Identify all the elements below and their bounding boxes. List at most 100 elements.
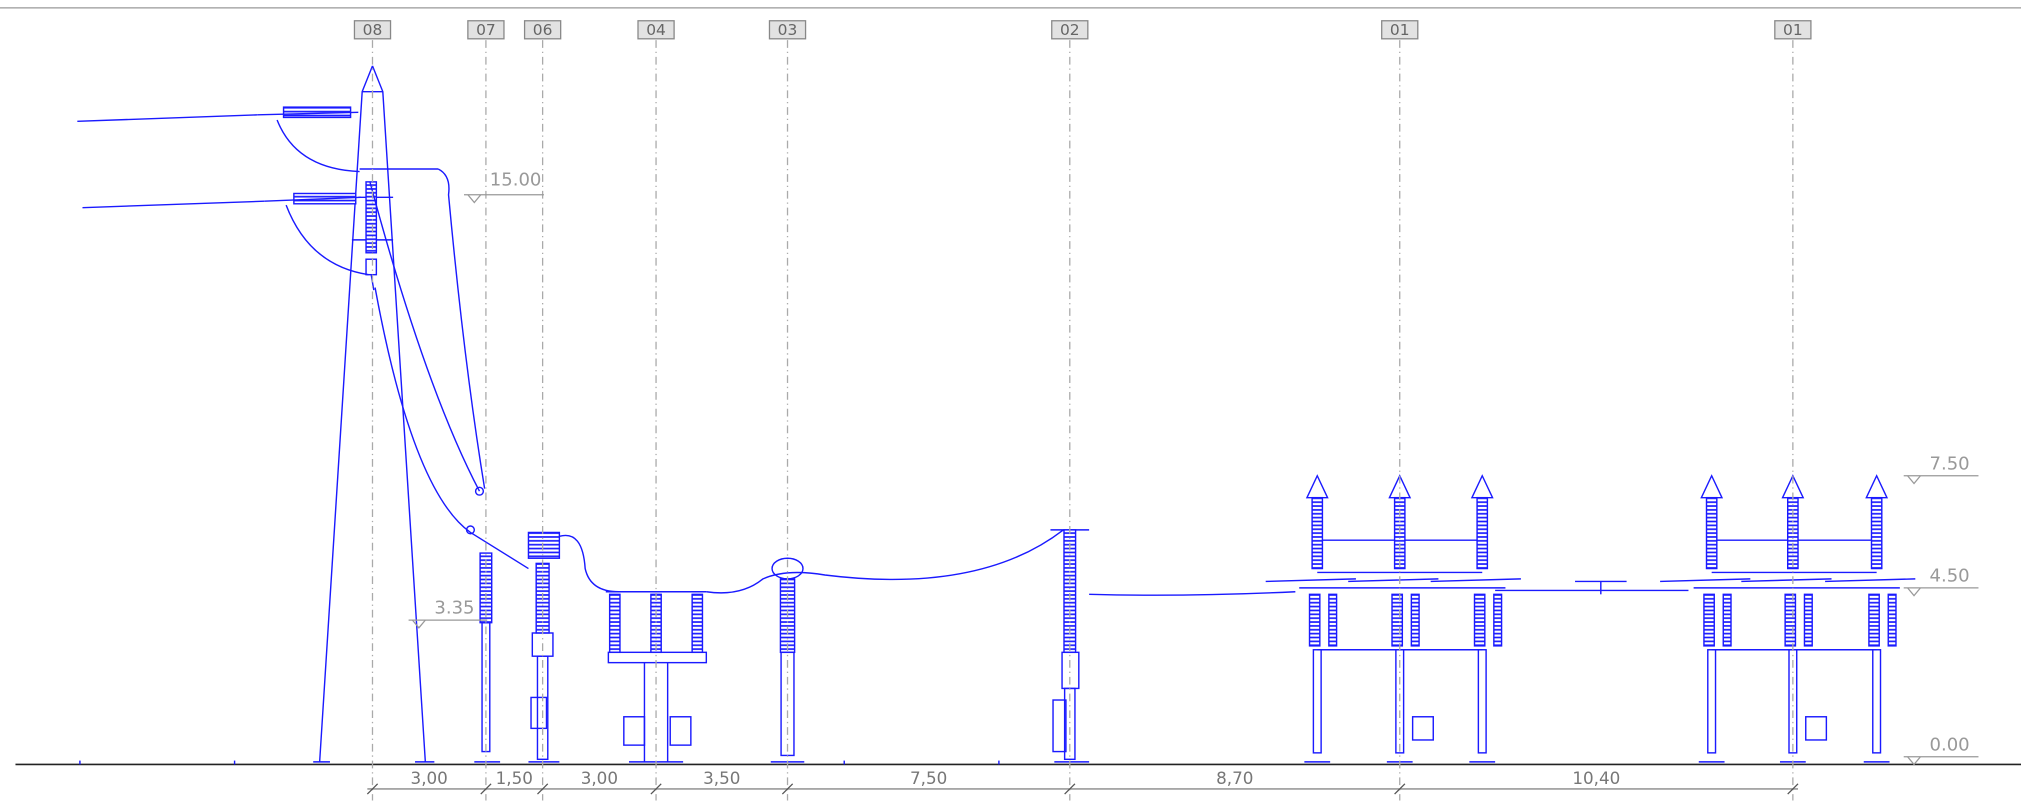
level-triangle — [411, 619, 426, 629]
dimension-label: 10,40 — [1572, 768, 1620, 788]
line — [1265, 578, 1356, 583]
axis-label: 06 — [533, 21, 553, 39]
part — [1705, 496, 1718, 570]
dimension-tick — [1787, 783, 1799, 795]
part — [1865, 474, 1889, 499]
part — [1493, 593, 1503, 647]
axis-label: 03 — [778, 21, 798, 39]
axis-label: 02 — [1060, 21, 1080, 39]
part — [527, 531, 561, 559]
part — [1312, 649, 1322, 754]
level-triangle — [467, 194, 482, 204]
level-label: 4.50 — [1929, 565, 1969, 586]
part — [623, 716, 646, 746]
axis-label: 04 — [646, 21, 666, 39]
part — [1477, 649, 1487, 754]
level-label: 7.50 — [1929, 453, 1969, 474]
level-triangle — [1907, 756, 1921, 766]
line — [1660, 578, 1751, 583]
cable — [1089, 591, 1296, 596]
part — [365, 258, 378, 276]
part — [608, 593, 621, 654]
part — [1870, 496, 1883, 570]
part — [1410, 593, 1420, 647]
dimension-tick — [480, 783, 492, 795]
part — [669, 716, 692, 746]
part — [1328, 593, 1338, 647]
part — [1052, 699, 1067, 753]
part — [465, 525, 476, 535]
axis-label: 01 — [1390, 21, 1410, 39]
axis-label-box — [637, 20, 675, 40]
level-triangle — [1907, 587, 1921, 597]
part — [1061, 651, 1080, 690]
dimension-label: 7,50 — [910, 768, 947, 788]
dimension-tick — [650, 783, 662, 795]
part — [474, 486, 485, 496]
cable — [82, 200, 265, 209]
part — [1803, 593, 1813, 647]
part — [1470, 474, 1494, 499]
part — [1305, 474, 1329, 499]
axis-label-box — [523, 20, 562, 40]
part — [1391, 593, 1404, 647]
dimension-label: 3,50 — [703, 768, 740, 788]
level-label: 3.35 — [434, 598, 474, 619]
dimension-label: 8,70 — [1216, 768, 1253, 788]
axis-label: 01 — [1783, 21, 1803, 39]
line — [257, 111, 359, 116]
axis-label-box — [768, 20, 807, 40]
line — [264, 196, 361, 202]
part — [1722, 593, 1732, 647]
part — [1805, 716, 1828, 741]
level-triangle — [1907, 475, 1921, 485]
dimension-tick — [366, 783, 379, 795]
dimension-label: 3,00 — [581, 768, 618, 788]
cable — [285, 204, 369, 276]
axis-label-box — [353, 20, 392, 40]
cable — [374, 287, 529, 570]
part — [1872, 649, 1882, 754]
part — [365, 181, 378, 254]
level-label: 15.00 — [490, 170, 542, 191]
axis-label: 07 — [476, 21, 496, 39]
part — [1707, 649, 1717, 754]
line — [1348, 578, 1439, 583]
part — [1868, 593, 1880, 647]
dimension-tick — [537, 783, 549, 795]
axis-label: 08 — [363, 21, 383, 39]
cable — [369, 181, 481, 492]
level-label: 0.00 — [1929, 734, 1969, 755]
part — [691, 593, 704, 654]
part — [1700, 474, 1724, 499]
part — [530, 696, 548, 730]
line — [1825, 578, 1916, 583]
axis-label-box — [1774, 20, 1812, 40]
part — [1311, 496, 1324, 570]
part — [1473, 593, 1486, 647]
part — [1476, 496, 1489, 570]
axis-label-box — [467, 20, 505, 40]
dimension-label: 1,50 — [496, 768, 533, 788]
axis-label-box — [1051, 20, 1089, 40]
dimension-tick — [1064, 783, 1076, 795]
line — [1741, 578, 1832, 583]
part — [607, 651, 708, 664]
part — [1703, 593, 1715, 647]
cable — [559, 534, 619, 593]
cable — [437, 168, 486, 489]
dimension-tick — [1394, 783, 1406, 795]
axis-label-box — [1381, 20, 1419, 40]
part — [1887, 593, 1897, 647]
equipment — [77, 65, 1916, 765]
cable — [276, 119, 360, 173]
part — [1784, 593, 1797, 647]
part — [1411, 716, 1434, 741]
part — [1308, 593, 1321, 647]
cable — [77, 114, 258, 123]
cable — [706, 529, 1064, 594]
dimension-label: 3,00 — [411, 768, 448, 788]
line — [1430, 578, 1521, 583]
